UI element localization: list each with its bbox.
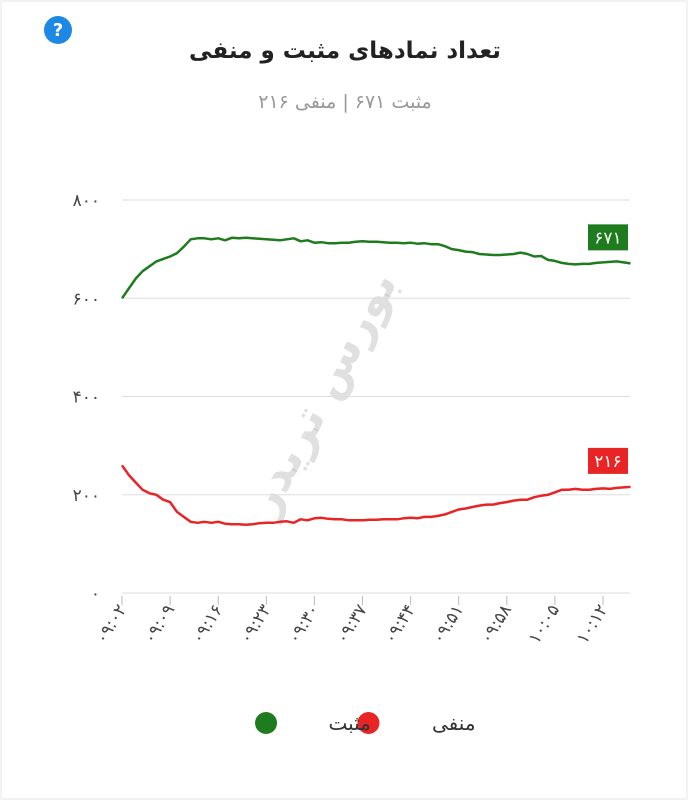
value-label: ۶۷۱ <box>594 228 621 248</box>
y-tick-label: ۴۰۰ <box>73 388 100 408</box>
y-tick-label: ۸۰۰ <box>73 191 100 211</box>
help-icon[interactable] <box>44 16 72 44</box>
value-label: ۲۱۶ <box>594 452 621 472</box>
y-tick-label: ۲۰۰ <box>73 486 100 506</box>
y-tick-label: ۰ <box>91 584 100 604</box>
y-tick-label: ۶۰۰ <box>73 289 100 309</box>
value-label-box <box>588 447 628 474</box>
legend-label: منفی <box>432 711 476 735</box>
help-icon-text: ? <box>53 20 63 41</box>
line <box>120 236 631 300</box>
legend-marker <box>357 712 380 734</box>
line <box>120 464 631 526</box>
chart-subtitle: مثبت ۶۷۱ | منفی ۲۱۶ <box>258 91 431 113</box>
legend-marker <box>255 712 278 734</box>
legend-label: مثبت <box>328 711 370 735</box>
chart-title: تعداد نمادهای مثبت و منفی <box>189 38 501 64</box>
value-label-box <box>588 224 628 251</box>
